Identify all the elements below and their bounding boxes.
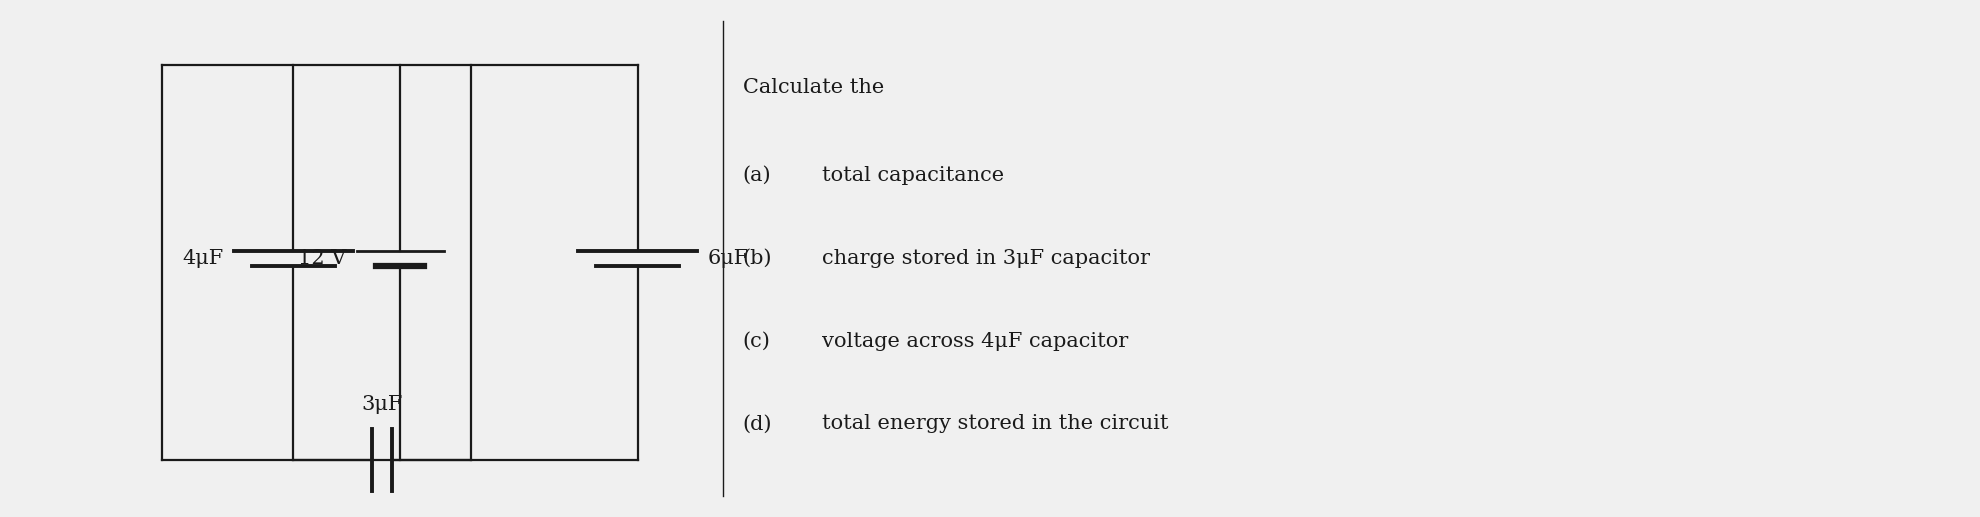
Text: total capacitance: total capacitance <box>822 166 1004 185</box>
Text: (c): (c) <box>742 332 770 351</box>
Text: (a): (a) <box>742 166 770 185</box>
Text: (d): (d) <box>742 415 772 433</box>
Text: 12 V: 12 V <box>299 249 346 268</box>
Text: 6μF: 6μF <box>707 249 748 268</box>
Text: voltage across 4μF capacitor: voltage across 4μF capacitor <box>822 332 1129 351</box>
Text: total energy stored in the circuit: total energy stored in the circuit <box>822 415 1168 433</box>
Text: 4μF: 4μF <box>182 249 224 268</box>
Text: (b): (b) <box>742 249 772 268</box>
Text: charge stored in 3μF capacitor: charge stored in 3μF capacitor <box>822 249 1150 268</box>
Text: Calculate the: Calculate the <box>742 79 883 97</box>
Text: 3μF: 3μF <box>362 394 402 414</box>
